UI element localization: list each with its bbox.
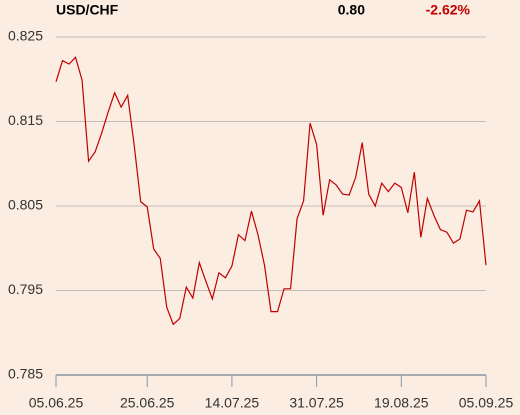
change: -2.62%	[426, 2, 471, 18]
x-tick-label: 25.06.25	[120, 395, 175, 411]
price-line	[55, 56, 487, 326]
x-tick-label: 05.09.25	[459, 395, 514, 411]
x-tick-label: 31.07.25	[289, 395, 344, 411]
x-tick-label: 14.07.25	[205, 395, 260, 411]
y-tick-label: 0.825	[8, 28, 43, 44]
y-tick-label: 0.805	[8, 197, 43, 213]
x-tick-label: 19.08.25	[374, 395, 429, 411]
symbol: USD/CHF	[56, 2, 119, 18]
y-tick-label: 0.785	[8, 366, 43, 382]
y-tick-label: 0.795	[8, 281, 43, 297]
x-tick-label: 05.06.25	[29, 395, 84, 411]
last-price: 0.80	[338, 2, 365, 18]
y-tick-label: 0.815	[8, 112, 43, 128]
